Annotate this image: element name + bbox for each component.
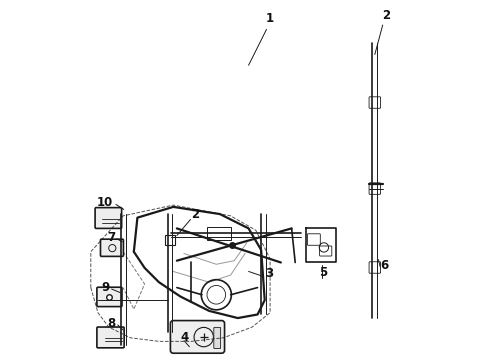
Text: 2: 2 (383, 9, 391, 22)
Text: 4: 4 (181, 330, 189, 343)
FancyBboxPatch shape (171, 320, 224, 353)
FancyBboxPatch shape (214, 327, 220, 348)
Text: 5: 5 (319, 266, 327, 279)
Text: 2: 2 (191, 208, 199, 221)
FancyBboxPatch shape (97, 327, 124, 348)
Bar (166, 235, 175, 244)
Text: 1: 1 (266, 12, 274, 25)
FancyBboxPatch shape (307, 234, 320, 245)
Text: 8: 8 (107, 317, 116, 330)
Text: 7: 7 (107, 231, 116, 244)
Text: 3: 3 (265, 267, 273, 280)
Text: 9: 9 (102, 281, 110, 294)
FancyBboxPatch shape (369, 262, 381, 273)
Text: 10: 10 (97, 196, 113, 209)
FancyBboxPatch shape (319, 246, 332, 256)
Text: 6: 6 (380, 259, 388, 272)
Bar (207, 226, 231, 240)
FancyBboxPatch shape (95, 208, 122, 228)
FancyBboxPatch shape (369, 183, 381, 194)
FancyBboxPatch shape (369, 97, 381, 108)
FancyBboxPatch shape (100, 239, 123, 256)
FancyBboxPatch shape (97, 287, 122, 307)
